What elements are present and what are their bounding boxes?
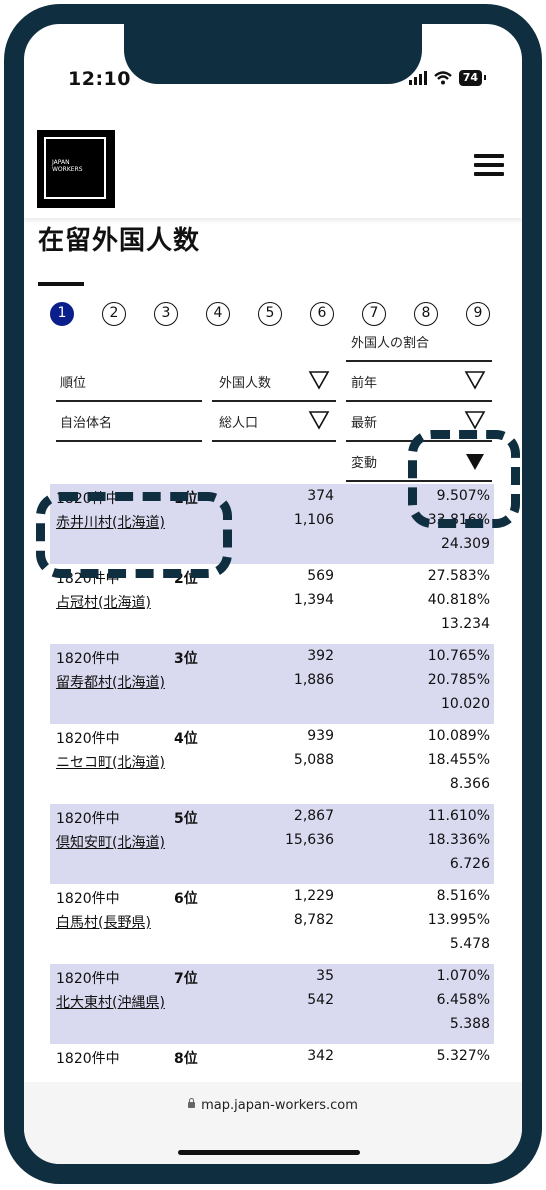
municipality-link[interactable]: 白馬村(長野県) (56, 915, 151, 931)
municipality-link[interactable]: 北大東村(沖縄県) (56, 995, 165, 1011)
table-row[interactable]: 1820件中 8位 342 5.327% (56, 1048, 490, 1067)
step-7[interactable]: 7 (362, 302, 386, 326)
table-row[interactable]: 1820件中 2位 占冠村(北海道) 569 1,394 27.583% 40.… (56, 568, 490, 632)
browser-bottom-bar: map.japan-workers.com (24, 1082, 522, 1164)
step-2[interactable]: 2 (102, 302, 126, 326)
municipality-header: 自治体名 (60, 416, 113, 431)
change-header[interactable]: 変動 (351, 456, 378, 471)
step-6[interactable]: 6 (310, 302, 334, 326)
municipality-link[interactable]: 留寿都村(北海道) (56, 675, 165, 691)
step-4[interactable]: 4 (206, 302, 230, 326)
step-9[interactable]: 9 (466, 302, 490, 326)
phone-notch (124, 24, 422, 84)
ratio-group-header: 外国人の割合 (351, 336, 430, 351)
hamburger-menu-icon[interactable] (474, 154, 504, 178)
table-row[interactable]: 1820件中 5位 倶知安町(北海道) 2,867 15,636 11.610%… (50, 804, 494, 884)
highlight-first-row-annotation (36, 492, 232, 578)
address-bar[interactable]: map.japan-workers.com (24, 1098, 522, 1113)
table-row[interactable]: 1820件中 6位 白馬村(長野県) 1,229 8,782 8.516% 13… (56, 888, 490, 952)
wifi-icon (433, 71, 452, 85)
page-title: 在留外国人数 (38, 226, 201, 256)
site-header: JAPAN WORKERS (24, 108, 522, 218)
table-row[interactable]: 1820件中 3位 留寿都村(北海道) 392 1,886 10.765% 20… (50, 644, 494, 724)
step-8[interactable]: 8 (414, 302, 438, 326)
step-1[interactable]: 1 (50, 302, 74, 326)
title-underline (38, 282, 84, 286)
signal-icon (408, 71, 427, 85)
sort-previous-icon[interactable] (464, 370, 486, 390)
municipality-link[interactable]: 倶知安町(北海道) (56, 835, 165, 851)
highlight-change-sort-annotation (408, 430, 520, 528)
sort-change-active-icon[interactable] (464, 452, 486, 472)
table-row[interactable]: 1820件中 4位 ニセコ町(北海道) 939 5,088 10.089% 18… (56, 728, 490, 792)
status-icons: 74 (408, 70, 487, 86)
phone-frame: 12:10 74 JAPAN WORKERS 在留外国人数 1 2 3 4 5 … (4, 4, 542, 1184)
foreigners-header[interactable]: 外国人数 (219, 376, 272, 391)
lock-icon (188, 1098, 196, 1108)
municipality-link[interactable]: 占冠村(北海道) (56, 595, 151, 611)
step-3[interactable]: 3 (154, 302, 178, 326)
rank-header: 順位 (60, 376, 87, 391)
step-5[interactable]: 5 (258, 302, 282, 326)
battery-icon: 74 (458, 70, 487, 86)
municipality-link[interactable]: 赤井川村(北海道) (56, 515, 165, 531)
japan-workers-logo[interactable]: JAPAN WORKERS (37, 130, 115, 208)
sort-latest-icon[interactable] (464, 410, 486, 430)
ranking-list: 1820件中 1位 赤井川村(北海道) 374 1,106 9.507% 33.… (50, 484, 496, 1124)
previous-year-header[interactable]: 前年 (351, 376, 378, 391)
latest-header[interactable]: 最新 (351, 416, 378, 431)
sort-population-icon[interactable] (308, 410, 330, 430)
status-time: 12:10 (68, 68, 131, 90)
table-row[interactable]: 1820件中 7位 北大東村(沖縄県) 35 542 1.070% 6.458%… (50, 964, 494, 1044)
population-header[interactable]: 総人口 (219, 416, 259, 431)
municipality-link[interactable]: ニセコ町(北海道) (56, 755, 165, 771)
home-indicator[interactable] (178, 1150, 360, 1155)
step-pagination: 1 2 3 4 5 6 7 8 9 (50, 302, 496, 330)
sort-foreigners-icon[interactable] (308, 370, 330, 390)
